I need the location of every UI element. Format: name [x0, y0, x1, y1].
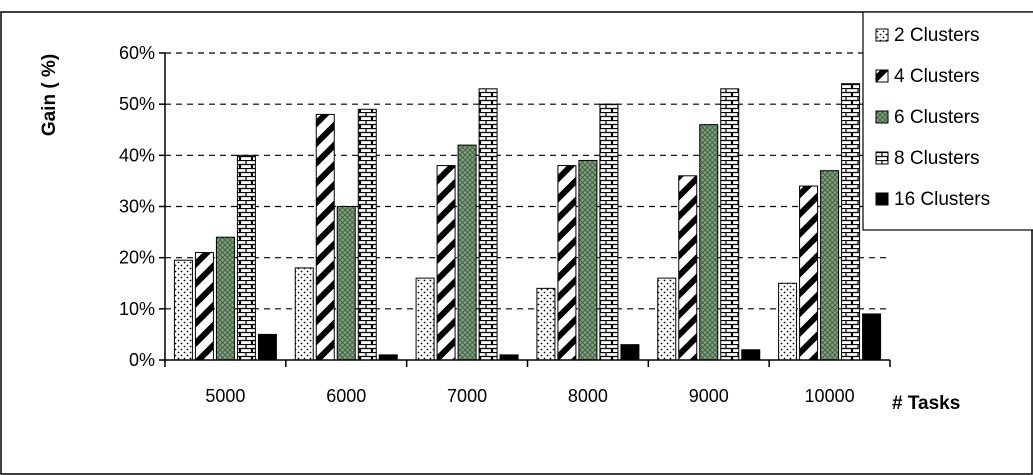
x-axis-ticks: 5000 6000 7000 8000 9000 10000 [164, 360, 891, 406]
x-axis-title: # Tasks [892, 393, 960, 414]
bar-8-clusters [599, 103, 619, 361]
legend-swatch-8-clusters [875, 151, 889, 165]
bar-6-clusters [699, 124, 719, 361]
bar-2-clusters [173, 259, 193, 361]
bar-4-clusters [315, 113, 335, 361]
bar-6-clusters [336, 206, 356, 361]
chart-border [0, 11, 1033, 475]
legend-label-4-clusters: 4 Clusters [894, 66, 980, 87]
bar-8-clusters [720, 88, 740, 361]
bar-6-clusters [578, 159, 598, 361]
bar-4-clusters [799, 185, 819, 361]
legend-label-8-clusters: 8 Clusters [894, 148, 980, 169]
y-tick-label: 40% [119, 145, 155, 165]
legend-swatch-2-clusters [875, 28, 889, 42]
x-tick-label: 5000 [205, 386, 245, 406]
legend-swatch-4-clusters [875, 69, 889, 83]
legend-swatch-16-clusters [875, 192, 889, 206]
bars [173, 83, 882, 361]
bar-2-clusters [536, 287, 556, 361]
bar-6-clusters [457, 144, 477, 361]
bar-16-clusters [862, 313, 882, 361]
bar-8-clusters [236, 154, 256, 361]
legend-box [862, 11, 1033, 231]
gridlines [165, 52, 890, 310]
bar-6-clusters [215, 236, 235, 361]
bar-8-clusters [841, 83, 861, 361]
bar-16-clusters [741, 349, 761, 361]
y-tick-label: 60% [119, 43, 155, 63]
y-axis-ticks: 0% 10% 20% 30% 40% 50% 60% [119, 43, 165, 370]
x-tick-label: 9000 [689, 386, 729, 406]
x-tick-label: 6000 [326, 386, 366, 406]
bar-4-clusters [436, 165, 456, 361]
bar-16-clusters [378, 354, 398, 361]
bar-2-clusters [294, 267, 314, 361]
bar-8-clusters [478, 88, 498, 361]
legend-swatch-6-clusters [875, 110, 889, 124]
y-tick-label: 50% [119, 94, 155, 114]
x-tick-label: 10000 [805, 386, 855, 406]
bar-2-clusters [778, 282, 798, 361]
bar-16-clusters [499, 354, 519, 361]
bar-16-clusters [620, 344, 640, 361]
y-axis-title: Gain ( %) [39, 54, 60, 136]
y-tick-label: 20% [119, 248, 155, 268]
bar-16-clusters [257, 333, 277, 361]
legend: 2 Clusters 4 Clusters 6 Clusters 8 Clusters… [875, 25, 990, 210]
y-tick-label: 30% [119, 197, 155, 217]
x-tick-label: 7000 [447, 386, 487, 406]
y-tick-label: 0% [129, 350, 155, 370]
bar-2-clusters [415, 277, 435, 361]
legend-label-6-clusters: 6 Clusters [894, 107, 980, 128]
y-tick-label: 10% [119, 299, 155, 319]
bar-4-clusters [678, 175, 698, 361]
bar-4-clusters [557, 165, 577, 361]
x-tick-label: 8000 [568, 386, 608, 406]
bar-6-clusters [820, 170, 840, 361]
legend-label-2-clusters: 2 Clusters [894, 25, 980, 46]
bar-8-clusters [357, 108, 377, 361]
bar-4-clusters [194, 252, 214, 361]
legend-label-16-clusters: 16 Clusters [894, 189, 990, 210]
bar-2-clusters [657, 277, 677, 361]
